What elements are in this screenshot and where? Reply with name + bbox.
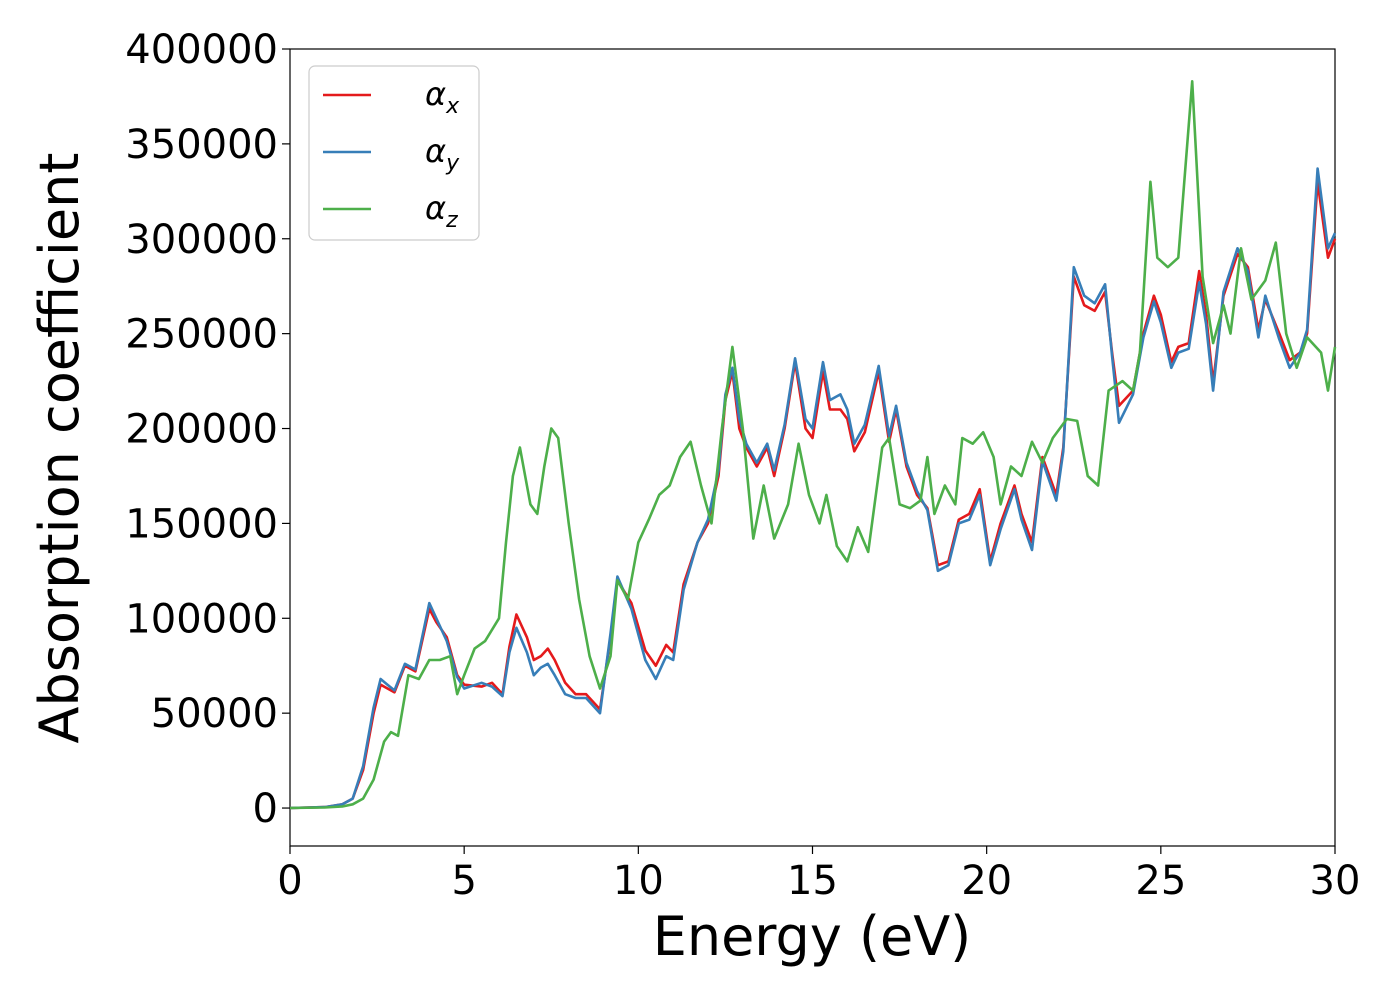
x-tick-label: 5 [451, 858, 476, 904]
y-axis-ticks: 0 50000 100000 150000 200000 250000 300000 3500… [125, 27, 290, 832]
x-tick-label: 20 [961, 858, 1012, 904]
x-tick-label: 15 [787, 858, 838, 904]
legend: αx αy αz [308, 65, 480, 241]
y-tick-label: 300000 [125, 217, 278, 263]
legend-label-y: αy [425, 132, 460, 176]
x-tick-label: 0 [277, 858, 302, 904]
y-tick-label: 50000 [151, 691, 278, 737]
y-tick-label: 400000 [125, 27, 278, 73]
x-tick-label: 10 [613, 858, 664, 904]
y-axis-title: Absorption coefficient [28, 153, 91, 744]
y-tick-label: 150000 [125, 501, 278, 547]
y-tick-label: 250000 [125, 312, 278, 358]
legend-label-z: αz [425, 189, 458, 233]
series-layer [289, 80, 1337, 810]
y-tick-label: 0 [253, 786, 278, 832]
x-axis-title: Energy (eV) [653, 905, 972, 968]
series-line-y [289, 167, 1337, 810]
y-tick-label: 200000 [125, 407, 278, 453]
x-tick-label: 25 [1135, 858, 1186, 904]
y-tick-label: 350000 [125, 122, 278, 168]
y-tick-label: 100000 [125, 596, 278, 642]
series-line-x [289, 180, 1337, 810]
series-line-z [289, 80, 1337, 810]
legend-box [308, 65, 480, 241]
x-tick-label: 30 [1310, 858, 1361, 904]
x-axis-ticks: 0 5 10 15 20 25 30 [277, 846, 1360, 904]
legend-label-x: αx [425, 75, 460, 119]
